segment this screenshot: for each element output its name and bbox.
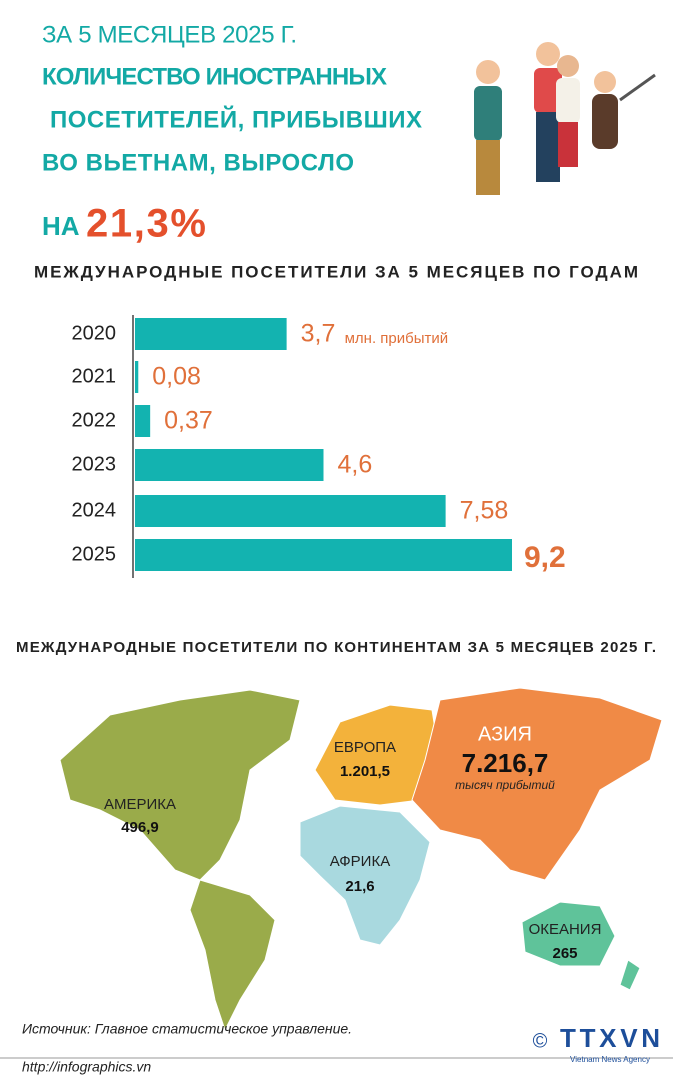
agency: Vietnam News Agency bbox=[570, 1055, 650, 1064]
data-label: 4,6 bbox=[338, 451, 373, 479]
data-label: 0,08 bbox=[152, 363, 201, 391]
y-tick-label: 2020 bbox=[72, 322, 117, 344]
y-tick-label: 2025 bbox=[72, 543, 117, 565]
y-tick-label: 2021 bbox=[72, 365, 117, 387]
continent-asia bbox=[411, 687, 663, 881]
region-value: 21,6 bbox=[345, 878, 374, 895]
header-line: КОЛИЧЕСТВО ИНОСТРАННЫХ bbox=[42, 63, 387, 90]
unit-label: млн. прибытий bbox=[345, 330, 449, 347]
data-label: 0,37 bbox=[164, 407, 213, 435]
header-line: ЗА 5 МЕСЯЦЕВ 2025 Г. bbox=[42, 21, 297, 48]
region-value: 496,9 bbox=[121, 819, 159, 836]
url: http://infographics.vn bbox=[22, 1059, 151, 1075]
region-value: 1.201,5 bbox=[340, 763, 390, 780]
map-title: МЕЖДУНАРОДНЫЕ ПОСЕТИТЕЛИ ПО КОНТИНЕНТАМ … bbox=[16, 639, 656, 656]
bar bbox=[135, 405, 151, 437]
region-name: АМЕРИКА bbox=[104, 796, 176, 813]
continent-africa bbox=[299, 805, 431, 946]
bar bbox=[135, 539, 512, 571]
region-value: 7.216,7 bbox=[462, 748, 549, 778]
region-name: ЕВРОПА bbox=[334, 739, 396, 756]
data-label: 9,2 bbox=[524, 541, 566, 574]
bar bbox=[135, 495, 446, 527]
bar bbox=[135, 318, 287, 350]
continent-america bbox=[59, 689, 301, 1032]
region-value: 265 bbox=[552, 945, 577, 962]
region-name: АФРИКА bbox=[330, 853, 390, 870]
header-growth: 21,3% bbox=[86, 202, 206, 246]
header-line: ВО ВЬЕТНАМ, ВЫРОСЛО bbox=[42, 149, 354, 176]
data-label: 3,7 bbox=[301, 320, 336, 348]
bar bbox=[135, 449, 324, 481]
copyright: © bbox=[533, 1030, 548, 1052]
continent-oceania bbox=[521, 901, 641, 991]
logo: TTXVN bbox=[560, 1023, 660, 1053]
header-prefix: НА bbox=[42, 211, 80, 241]
region-name: АЗИЯ bbox=[478, 723, 532, 745]
illustration bbox=[474, 42, 656, 195]
source: Источник: Главное статистическое управле… bbox=[22, 1021, 352, 1037]
header-line: ПОСЕТИТЕЛЕЙ, ПРИБЫВШИХ bbox=[50, 105, 422, 133]
y-tick-label: 2023 bbox=[72, 453, 117, 475]
y-tick-label: 2022 bbox=[72, 409, 117, 431]
bar bbox=[135, 361, 139, 393]
chart-title: МЕЖДУНАРОДНЫЕ ПОСЕТИТЕЛИ ЗА 5 МЕСЯЦЕВ ПО… bbox=[34, 262, 638, 281]
region-unit: тысяч прибытий bbox=[455, 778, 555, 792]
region-name: ОКЕАНИЯ bbox=[529, 921, 602, 938]
y-tick-label: 2024 bbox=[72, 499, 117, 521]
data-label: 7,58 bbox=[460, 497, 509, 525]
